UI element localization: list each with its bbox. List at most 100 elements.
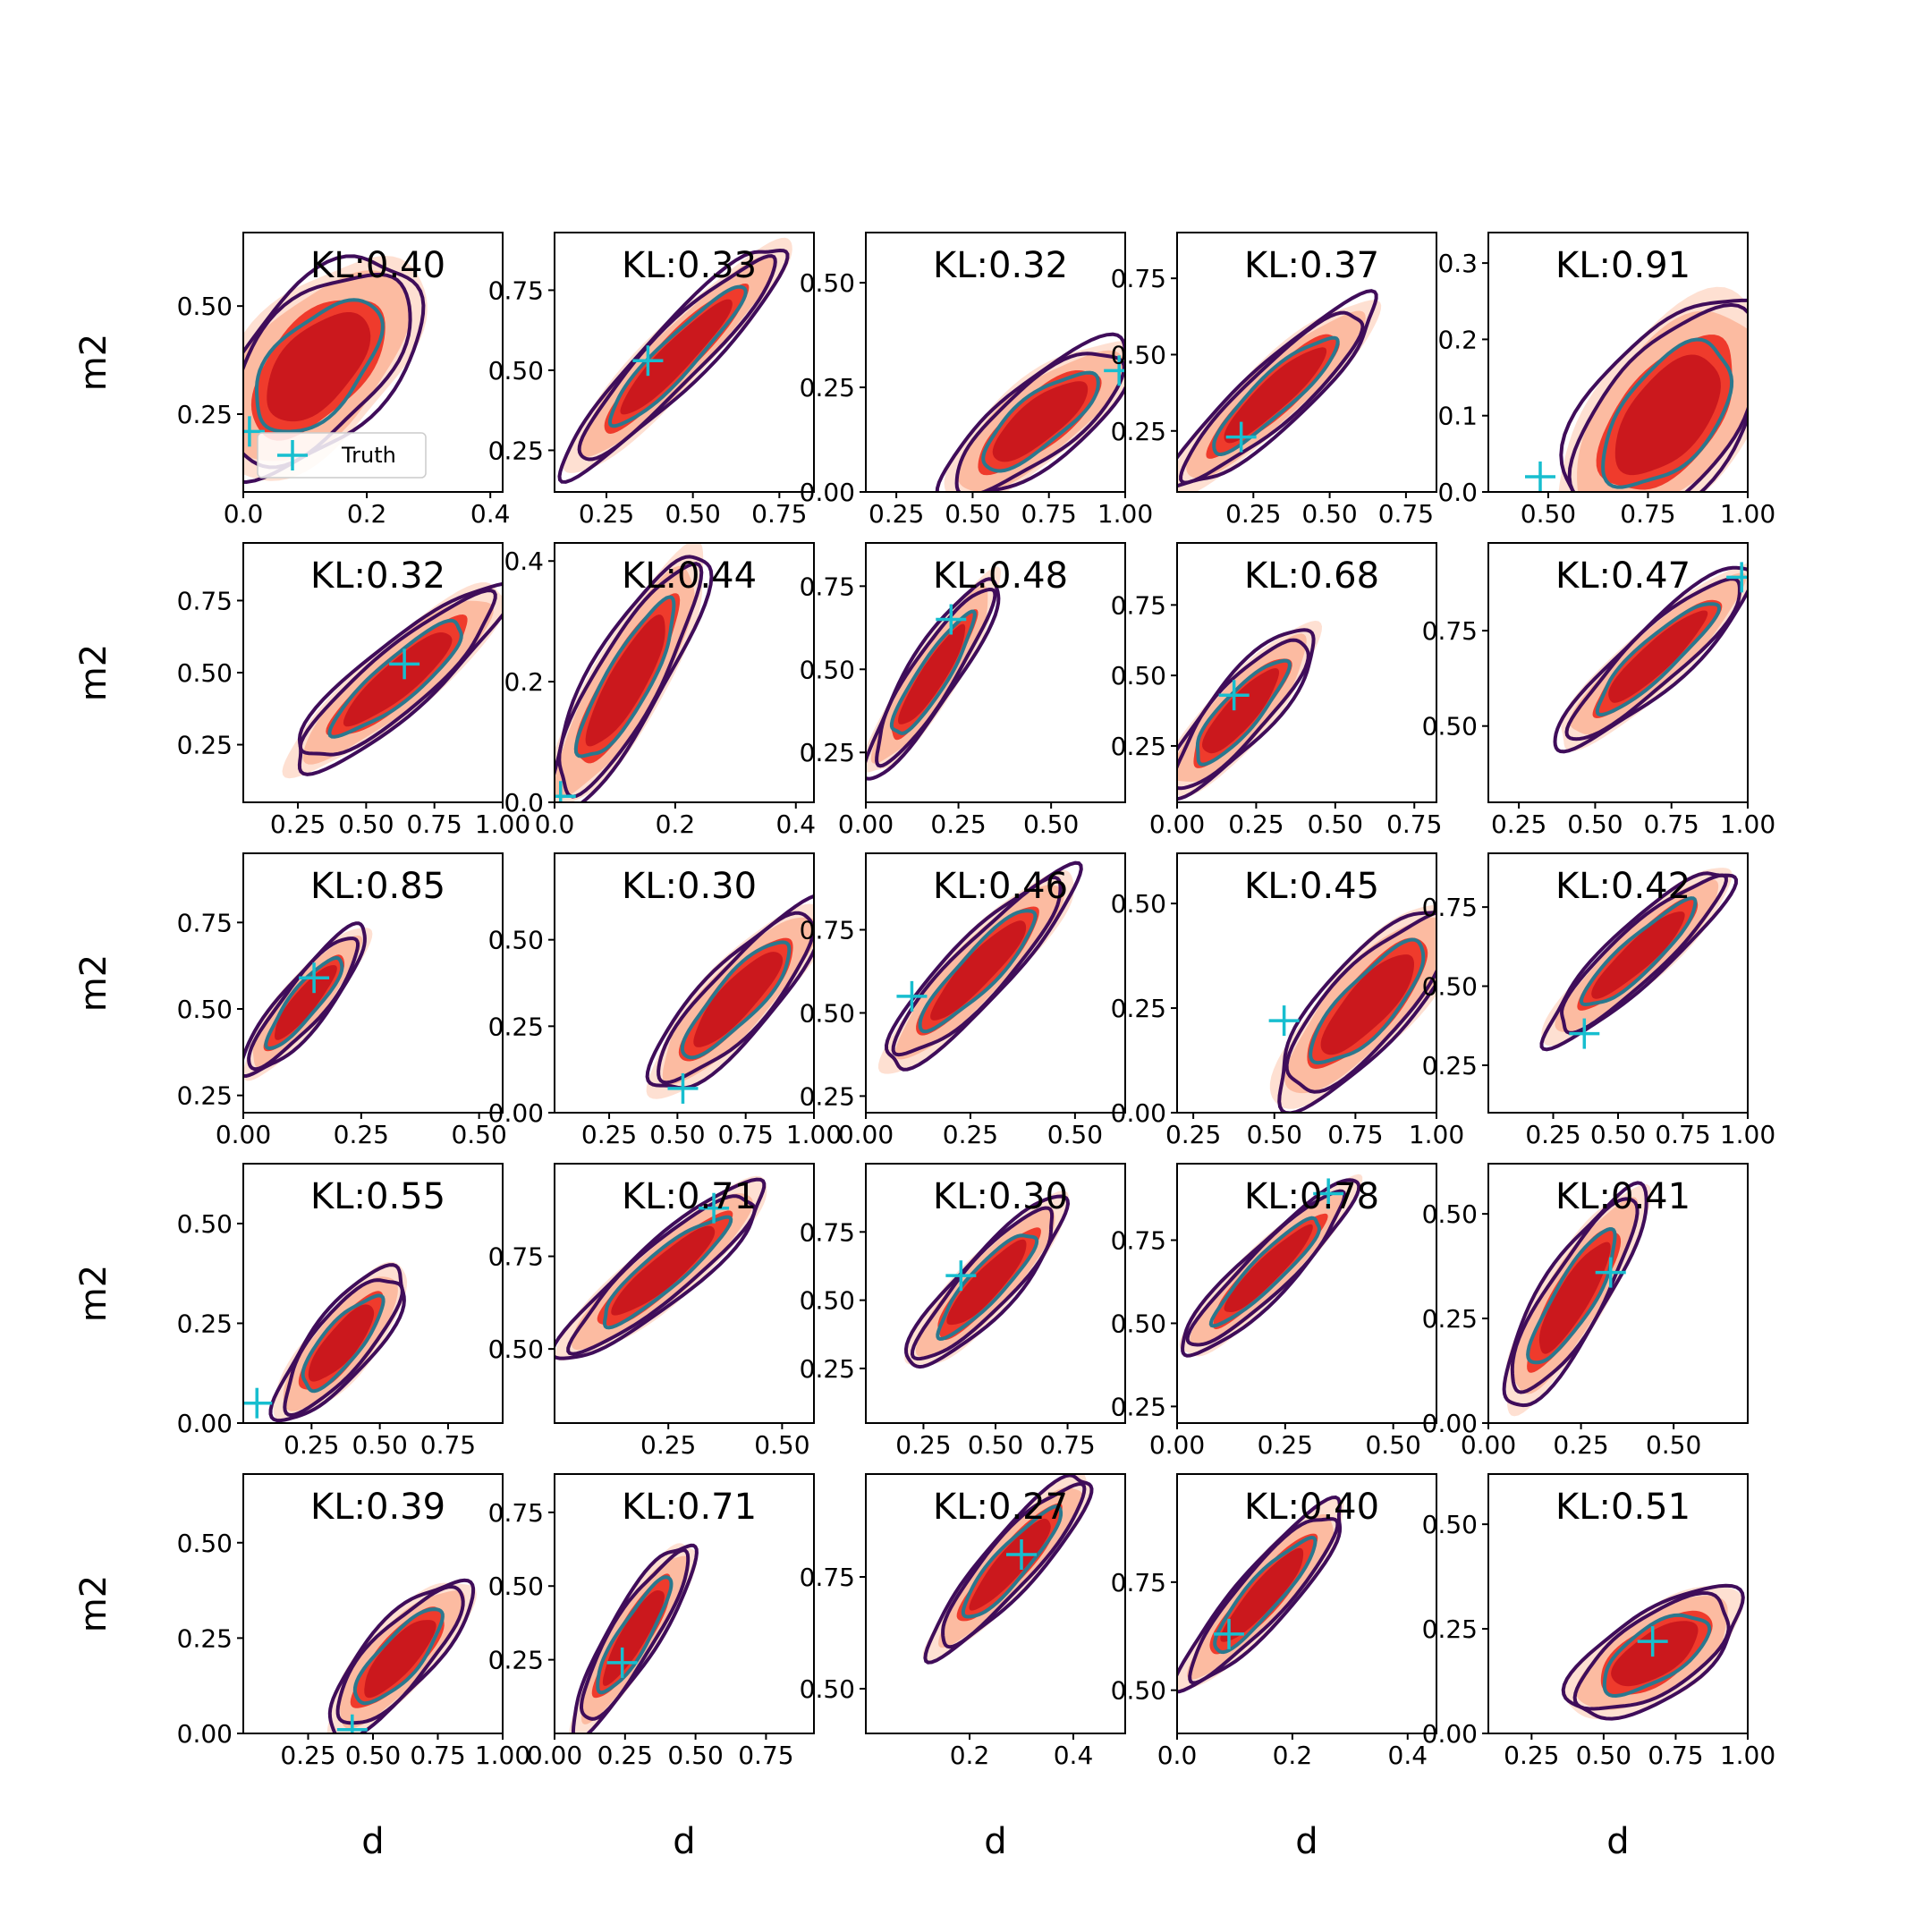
y-tick-label: 0.25	[488, 436, 544, 465]
contour-mid-line	[1564, 577, 1741, 741]
density-contours	[282, 581, 503, 779]
x-tick-label: 0.2	[347, 499, 387, 529]
panel-grid: 0.0 0.2 0.4 0.25 0.50 KL:0.40 Truth 0.25 0.50 0.7…	[177, 232, 1775, 1770]
x-tick-label: 0.25	[284, 1430, 339, 1460]
truth-marker	[606, 1647, 638, 1678]
density-contours	[569, 1543, 699, 1733]
contour-mid-line	[283, 1278, 404, 1418]
axes-frame	[865, 852, 1126, 1114]
contour-outer-line	[903, 1194, 1071, 1369]
truth-marker	[896, 980, 928, 1012]
legend-box	[257, 432, 427, 479]
x-tick-label: 0.75	[1644, 809, 1699, 839]
x-tick-label: 0.25	[1165, 1120, 1221, 1149]
density-contours	[1177, 1495, 1344, 1694]
contour-inner-line	[918, 909, 1038, 1034]
truth-marker	[243, 416, 265, 447]
subplot-7: 0.0 0.2 0.4 0.0 0.2 0.4 KL:0.44	[504, 542, 816, 839]
contour-mid-line	[941, 1481, 1087, 1649]
subplot-14: 0.25 0.50 0.75 1.000.000.250.50 KL:0.45	[1111, 852, 1464, 1149]
y-tick-label: 0.75	[177, 908, 233, 937]
y-tick-label: 0.50	[177, 1529, 233, 1558]
density-fill-inner	[275, 965, 337, 1040]
truth-marker	[1637, 1626, 1668, 1657]
y-tick-label: 0.50	[177, 1209, 233, 1239]
x-tick-label: 0.50	[1365, 1430, 1420, 1460]
x-tick-label: 0.50	[1047, 1120, 1103, 1149]
x-tick-label: 0.50	[754, 1430, 809, 1460]
y-tick-label: 0.25	[1111, 1392, 1166, 1421]
density-fill-inner	[969, 1518, 1051, 1611]
density-contours	[555, 543, 714, 802]
contour-mid-line	[557, 562, 704, 799]
subplot-6: 0.25 0.50 0.75 1.00 0.25 0.50 0.75 KL:0.32	[177, 542, 530, 839]
axes-frame	[1176, 1163, 1437, 1424]
subplot-22: 0.00 0.25 0.50 0.75 0.25 0.50 0.75 KL:0.71	[488, 1473, 815, 1770]
y-tick-label: 0.25	[1111, 417, 1166, 446]
contour-mid-line	[579, 1548, 691, 1721]
x-tick-label: 0.25	[581, 1120, 637, 1149]
x-tick-label: 0.75	[420, 1430, 476, 1460]
density-contours	[866, 566, 1001, 781]
subplot-15: 0.25 0.50 0.75 1.00 0.25 0.50 0.75 KL:0.42	[1422, 852, 1775, 1149]
subplot-18: 0.25 0.50 0.75 0.25 0.50 0.75 KL:0.30	[800, 1163, 1126, 1460]
x-tick-label: 0.50	[1646, 1430, 1701, 1460]
contour-outer-line	[268, 1263, 406, 1423]
y-tick-label: 0.50	[488, 1335, 544, 1364]
x-tick-label: 1.00	[475, 1741, 530, 1770]
y-tick-label: 0.75	[488, 1498, 544, 1528]
axes-frame	[865, 542, 1126, 803]
y-tick-label: 0.50	[488, 356, 544, 386]
density-fill-inner	[1224, 1224, 1313, 1312]
x-tick-label: 0.50	[1567, 809, 1623, 839]
y-tick-label: 0.25	[488, 1646, 544, 1675]
contour-mid-line	[875, 587, 997, 768]
contour-mid-line	[1510, 1197, 1640, 1394]
density-fill-inner	[1591, 911, 1685, 999]
contour-inner-line	[1579, 896, 1698, 1007]
y-tick-label: 0.50	[800, 268, 855, 298]
x-tick-label: 1.00	[1720, 499, 1775, 529]
contour-outer-line	[1177, 628, 1316, 801]
y-tick-label: 0.25	[177, 400, 233, 429]
kl-title: KL:0.78	[1244, 1176, 1379, 1217]
x-tick-label: 1.00	[475, 809, 530, 839]
y-tick-label: 0.75	[488, 275, 544, 305]
density-contours	[1502, 1181, 1652, 1417]
x-tick-label: 1.00	[1409, 1120, 1464, 1149]
x-tick-label: 0.50	[451, 1120, 506, 1149]
density-contours	[922, 1474, 1094, 1665]
truth-marker	[1569, 1018, 1600, 1049]
kl-title: KL:0.55	[310, 1176, 445, 1217]
x-tick-label: 0.50	[968, 1430, 1023, 1460]
axes-frame	[242, 852, 504, 1114]
truth-marker	[632, 345, 664, 377]
density-contours	[1177, 289, 1382, 492]
contour-inner-line	[1526, 1226, 1617, 1365]
density-fill-inner	[611, 1225, 716, 1316]
y-tick-label: 0.75	[1422, 616, 1478, 646]
contour-inner-line	[1309, 937, 1426, 1065]
y-tick-label: 0.50	[488, 1572, 544, 1601]
y-tick-label: 0.25	[1422, 1614, 1478, 1644]
density-fill-inner	[585, 614, 665, 747]
density-fill-inner	[930, 920, 1027, 1021]
contour-mid-line	[657, 911, 814, 1085]
x-tick-label: 0.0	[1157, 1741, 1198, 1770]
density-fill-inner	[343, 632, 453, 727]
x-tick-label: 0.50	[352, 1430, 407, 1460]
axes-frame	[1487, 542, 1749, 803]
density-contours	[645, 894, 814, 1099]
contour-inner-line	[1212, 335, 1340, 457]
x-tick-label: 0.25	[1225, 499, 1281, 529]
axes-frame	[1487, 232, 1749, 493]
subplot-19: 0.00 0.25 0.50 0.25 0.50 0.75 KL:0.78	[1111, 1163, 1437, 1460]
subplot-17: 0.25 0.50 0.50 0.75 KL:0.71	[488, 1163, 815, 1460]
contour-outer-line	[935, 332, 1125, 492]
subplot-13: 0.00 0.25 0.50 0.25 0.50 0.75 KL:0.46	[800, 852, 1126, 1149]
kl-title: KL:0.27	[933, 1487, 1068, 1528]
contour-mid-line	[1567, 302, 1748, 492]
y-tick-label: 0.75	[1111, 590, 1166, 620]
y-tick-label: 0.25	[1111, 732, 1166, 761]
x-tick-label: 0.00	[216, 1120, 271, 1149]
